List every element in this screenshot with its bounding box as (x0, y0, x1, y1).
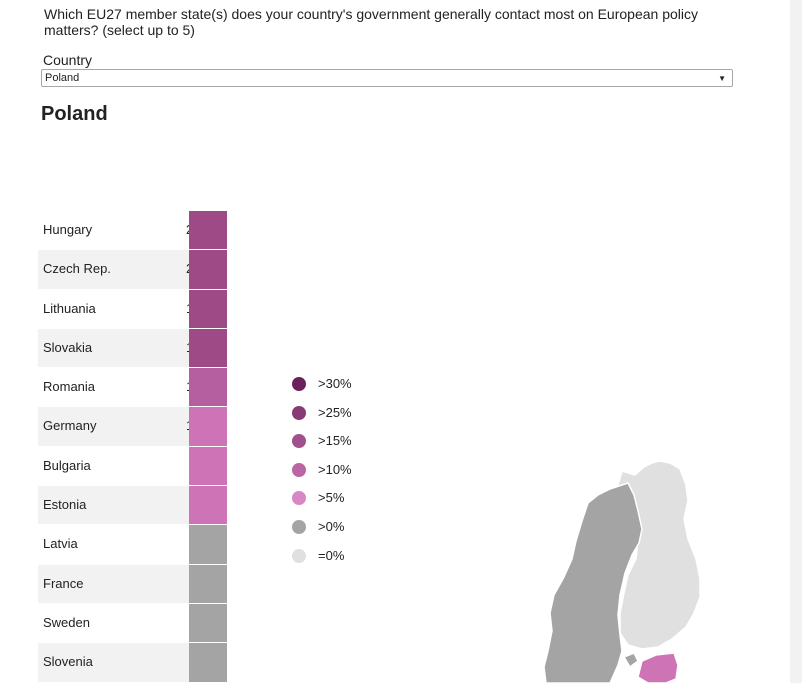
legend-dot (292, 548, 306, 563)
color-swatch (189, 525, 227, 564)
country-name: Hungary (43, 222, 93, 237)
country-select[interactable]: Poland ▼ (41, 69, 733, 87)
country-select-value: Poland (45, 72, 80, 84)
table-row: Sweden3% (38, 603, 227, 643)
map-estonia (637, 652, 679, 683)
color-swatch (189, 211, 227, 250)
color-swatch (189, 564, 227, 603)
legend-dot (292, 434, 306, 449)
color-swatch (189, 446, 227, 486)
country-name: Latvia (43, 536, 78, 552)
table-row: France5% (38, 564, 227, 604)
color-swatch (189, 328, 227, 368)
ranking-table: Hungary24%Czech Rep.21%Lithuania19%Slova… (38, 211, 227, 683)
table-row: Lithuania19% (38, 289, 227, 329)
legend-label: =0% (318, 547, 345, 563)
table-row: Latvia5% (38, 525, 227, 564)
legend-dot (292, 405, 306, 420)
color-swatch (189, 407, 227, 446)
scrollbar-track[interactable] (790, 0, 802, 683)
legend-label: >30% (318, 376, 352, 391)
color-swatch (189, 486, 227, 525)
color-swatch (189, 603, 227, 643)
country-cell: Estonia (38, 486, 177, 525)
legend-label: >10% (318, 461, 352, 477)
country-cell: Slovenia (38, 643, 177, 682)
country-cell: Sweden (38, 604, 177, 642)
country-name: Romania (43, 379, 96, 395)
legend-dot (292, 491, 306, 506)
country-name: Bulgaria (43, 457, 91, 473)
map (543, 460, 701, 683)
color-swatch (189, 368, 227, 407)
table-row: Estonia6% (38, 486, 227, 525)
country-label: Country (43, 52, 93, 68)
country-cell: Romania (38, 368, 177, 406)
country-cell: Latvia (38, 525, 177, 563)
country-name: Slovakia (43, 339, 93, 355)
legend-label: >0% (318, 518, 345, 534)
table-row: Hungary24% (38, 211, 227, 250)
country-name: Czech Rep. (43, 261, 111, 277)
legend-dot (292, 519, 306, 534)
country-cell: Lithuania (38, 290, 177, 328)
legend-dot (292, 377, 306, 391)
color-swatch (189, 250, 227, 289)
color-swatch (189, 289, 227, 328)
country-name: Lithuania (43, 300, 96, 316)
legend-label: >5% (318, 490, 345, 506)
country-name: Slovenia (43, 654, 93, 670)
country-cell: Czech Rep. (38, 250, 177, 289)
table-row: Slovenia2% (38, 643, 227, 682)
legend-label: >15% (318, 433, 352, 449)
table-row: Bulgaria6% (38, 446, 227, 486)
country-cell: Hungary (38, 211, 177, 249)
country-name: Sweden (43, 614, 90, 630)
color-swatch (189, 643, 227, 682)
country-name: France (43, 575, 84, 591)
legend-label: >25% (318, 404, 352, 420)
survey-question: Which EU27 member state(s) does your cou… (44, 6, 698, 38)
map-sweden (543, 482, 643, 683)
map-finland (617, 460, 701, 650)
country-cell: Germany (38, 407, 177, 446)
country-name: Germany (43, 418, 97, 434)
table-row: Czech Rep.21% (38, 250, 227, 289)
country-cell: France (38, 564, 177, 603)
country-cell: Bulgaria (38, 447, 177, 485)
chevron-down-icon: ▼ (718, 74, 726, 83)
country-name: Estonia (43, 497, 87, 513)
country-heading: Poland (41, 103, 108, 125)
table-row: Slovakia18% (38, 328, 227, 368)
map-island (623, 652, 639, 668)
table-row: Germany10% (38, 407, 227, 446)
country-cell: Slovakia (38, 328, 177, 368)
table-row: Romania15% (38, 368, 227, 407)
legend-dot (292, 462, 306, 477)
